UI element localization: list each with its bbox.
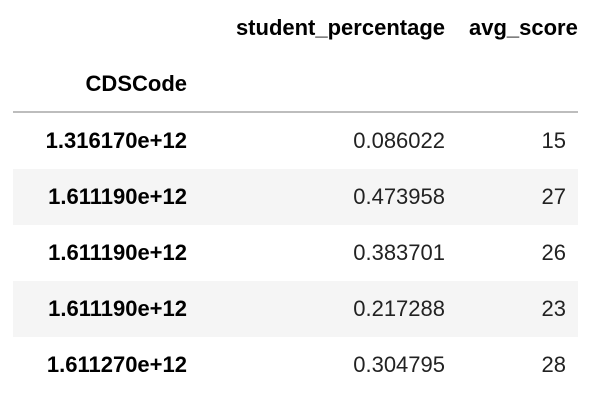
blank-corner-cell (13, 0, 199, 56)
blank-header-cell (199, 56, 457, 113)
table-header: student_percentage avg_score CDSCode (13, 0, 578, 113)
table-row: 1.611190e+12 0.473958 27 (13, 169, 578, 225)
row-index: 1.611190e+12 (48, 296, 187, 321)
table-row: 1.316170e+12 0.086022 15 (13, 112, 578, 169)
index-name-row: CDSCode (13, 56, 578, 113)
dataframe-table: student_percentage avg_score CDSCode 1.3… (13, 0, 578, 393)
blank-header-cell (457, 56, 578, 113)
row-index: 1.611270e+12 (46, 352, 187, 377)
cell-student-percentage: 0.217288 (353, 296, 445, 321)
table-row: 1.611270e+12 0.304795 28 (13, 337, 578, 393)
cell-avg-score: 23 (541, 296, 566, 321)
cell-avg-score: 26 (541, 240, 566, 265)
column-header-student-percentage: student_percentage (235, 15, 445, 40)
row-index: 1.611190e+12 (48, 240, 187, 265)
index-name-header: CDSCode (13, 56, 199, 113)
table-body: 1.316170e+12 0.086022 15 1.611190e+12 0.… (13, 112, 578, 393)
row-index: 1.611190e+12 (48, 184, 187, 209)
cell-avg-score: 27 (541, 184, 566, 209)
cell-student-percentage: 0.383701 (353, 240, 445, 265)
column-header-row: student_percentage avg_score (13, 0, 578, 56)
table-row: 1.611190e+12 0.217288 23 (13, 281, 578, 337)
column-header-avg-score: avg_score (469, 15, 578, 40)
cell-student-percentage: 0.473958 (353, 184, 445, 209)
dataframe-output: student_percentage avg_score CDSCode 1.3… (13, 0, 578, 393)
row-index: 1.316170e+12 (45, 128, 187, 153)
cell-student-percentage: 0.304795 (353, 352, 445, 377)
cell-avg-score: 15 (541, 128, 566, 153)
cell-avg-score: 28 (541, 352, 566, 377)
cell-student-percentage: 0.086022 (353, 128, 445, 153)
table-row: 1.611190e+12 0.383701 26 (13, 225, 578, 281)
